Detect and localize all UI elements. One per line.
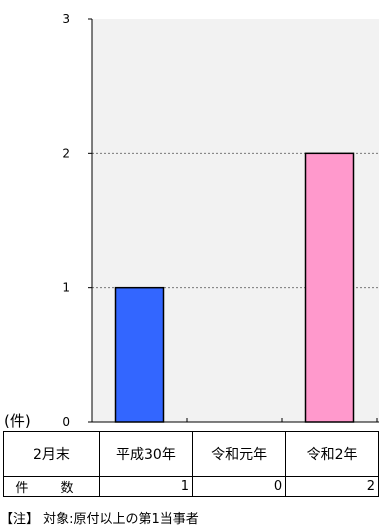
table-count-cell: 0 <box>192 476 287 497</box>
table-count-row: 件 数 1 0 2 <box>3 476 379 497</box>
y-axis-ticks: 0 1 2 3 <box>62 12 378 429</box>
table-header-row: 2月末 平成30年 令和元年 令和2年 <box>3 431 379 477</box>
y-axis-unit-label: (件) <box>4 412 31 430</box>
table-count-cell: 1 <box>98 476 194 497</box>
table-header-cell: 令和2年 <box>285 431 379 477</box>
bar <box>114 286 165 423</box>
y-tick-label: 0 <box>62 415 70 429</box>
y-tick-label: 1 <box>62 281 70 295</box>
y-tick-label: 3 <box>62 12 70 26</box>
bars <box>114 152 355 423</box>
bar <box>304 152 355 423</box>
table-header-cell: 令和元年 <box>192 431 287 477</box>
table-header-label: 2月末 <box>3 431 100 477</box>
bar-chart: 0 1 2 3 <box>62 12 379 429</box>
table-count-cell: 2 <box>285 476 379 497</box>
y-tick-label: 2 <box>62 146 70 160</box>
table-count-label: 件 数 <box>3 476 100 497</box>
footnote: 【注】 対象:原付以上の第1当事者 <box>0 512 199 527</box>
data-table: 2月末 平成30年 令和元年 令和2年 件 数 1 0 2 <box>3 431 379 497</box>
table-header-cell: 平成30年 <box>98 431 194 477</box>
